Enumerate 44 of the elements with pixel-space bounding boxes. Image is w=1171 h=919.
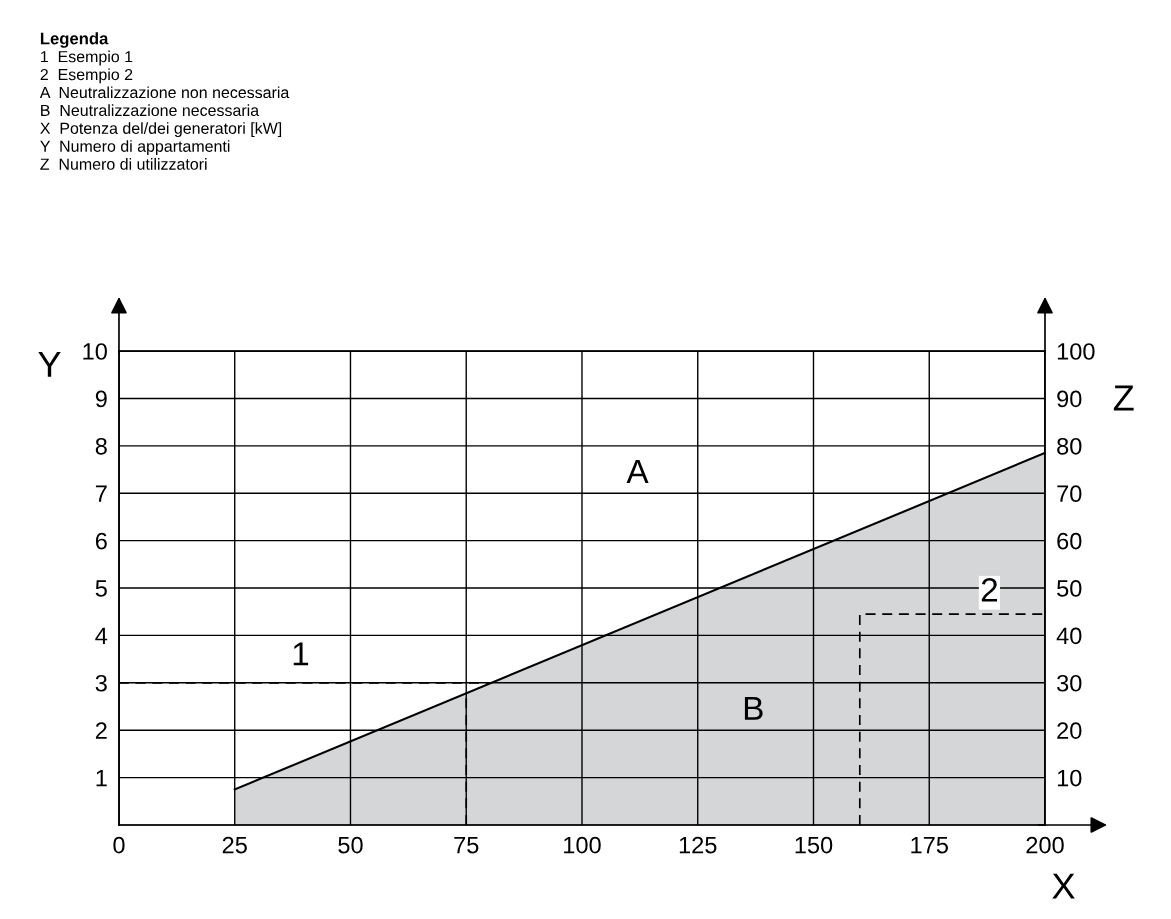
y-tick-label: 7: [95, 485, 107, 502]
y2-tick-label: 30: [1057, 674, 1082, 692]
x-axis-title: X: [1052, 873, 1075, 899]
y-tick-label: 8: [95, 437, 107, 455]
y2-tick-label: 90: [1057, 390, 1082, 408]
x-tick-label: 100: [564, 836, 601, 854]
y-axis-title: Y: [38, 351, 61, 377]
text: A Neutralizzazione non necessaria: [39, 86, 290, 99]
y-tick-label: 4: [95, 627, 108, 644]
x-tick-label: 175: [911, 836, 948, 854]
y2-tick-label: 20: [1057, 722, 1082, 739]
x-tick-label: 25: [222, 836, 247, 854]
y2-tick-label: 50: [1057, 580, 1082, 597]
y-tick-label: 6: [95, 532, 107, 550]
text: 2 Esempio 2: [40, 68, 133, 84]
annotation: 2: [981, 578, 998, 602]
y2-tick-label: 60: [1057, 532, 1082, 550]
annotation: B: [744, 696, 763, 720]
x-tick-label: 200: [1026, 836, 1064, 854]
x-tick-label: 0: [113, 836, 125, 854]
text: Y Numero di appartamenti: [40, 140, 230, 156]
y2-tick-label: 40: [1056, 627, 1082, 645]
annotation: A: [626, 459, 649, 483]
chart-title: Legenda: [40, 32, 109, 48]
y2-tick-label: 10: [1057, 769, 1082, 787]
y2-tick-label: 100: [1057, 343, 1095, 360]
y-tick-label: 2: [95, 722, 107, 739]
y2-tick-label: 80: [1057, 437, 1082, 455]
y2-axis-title: Z: [1113, 385, 1134, 411]
y-tick-label: 3: [95, 674, 107, 692]
y-tick-label: 5: [95, 580, 107, 597]
y2-tick-label: 70: [1057, 485, 1082, 503]
text: 1 Esempio 1: [41, 50, 133, 66]
x-tick-label: 150: [795, 836, 833, 854]
y-tick-label: 9: [95, 390, 107, 408]
y-tick-label: 1: [96, 769, 107, 787]
text: Z Numero di utilizzatori: [40, 158, 207, 170]
text: X Potenza del/dei generatori [kW]: [40, 122, 282, 138]
y-tick-label: 10: [83, 343, 107, 360]
x-tick-label: 50: [338, 836, 363, 854]
x-tick-label: 125: [679, 836, 717, 854]
x-tick-label: 75: [454, 836, 479, 854]
annotation: 1: [293, 642, 309, 666]
text: B Neutralizzazione necessaria: [41, 104, 260, 117]
